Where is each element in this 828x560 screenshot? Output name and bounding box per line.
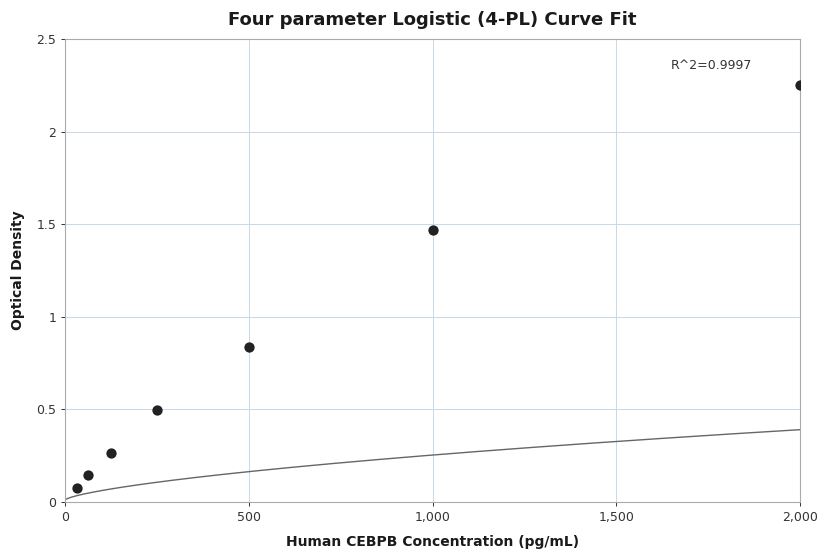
Point	[150, 406, 163, 415]
Title: Four parameter Logistic (4-PL) Curve Fit: Four parameter Logistic (4-PL) Curve Fit	[228, 11, 636, 29]
Point	[792, 80, 806, 89]
X-axis label: Human CEBPB Concentration (pg/mL): Human CEBPB Concentration (pg/mL)	[286, 535, 579, 549]
Text: R^2=0.9997: R^2=0.9997	[670, 59, 751, 72]
Point	[70, 484, 84, 493]
Point	[242, 343, 255, 352]
Point	[426, 226, 439, 235]
Y-axis label: Optical Density: Optical Density	[11, 211, 25, 330]
Point	[81, 470, 94, 479]
Point	[104, 448, 118, 457]
